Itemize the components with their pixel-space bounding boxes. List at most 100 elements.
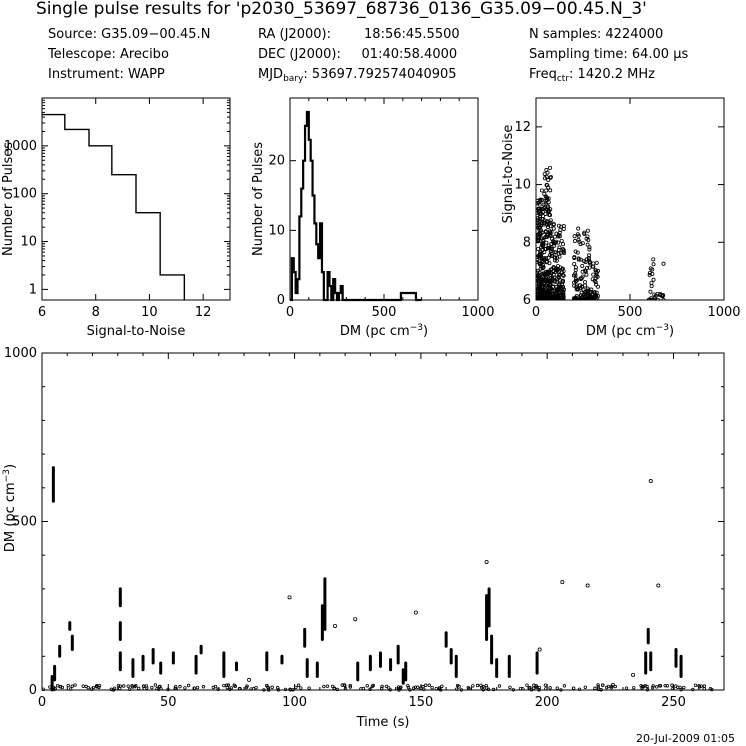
scatter-point: [661, 297, 666, 300]
scatter-point: [560, 278, 565, 283]
scatter-point: [546, 178, 551, 183]
scatter-point: [702, 687, 706, 691]
x-tick-label: 8: [92, 305, 100, 320]
x-tick-label: 250: [661, 695, 686, 710]
scatter-point: [572, 296, 577, 300]
scatter-point: [655, 685, 659, 689]
scatter-point: [548, 175, 553, 180]
scatter-point: [543, 683, 548, 687]
scatter-point: [585, 266, 590, 271]
y-tick-label: 1: [29, 282, 37, 297]
x-tick-label: 0: [532, 305, 540, 320]
scatter-point: [591, 261, 596, 266]
scatter-point: [471, 684, 475, 688]
dec-label: DEC (J2000): 01:40:58.4000: [258, 47, 458, 62]
y-axis-label: DM (pc cm−3): [2, 464, 18, 552]
scatter-point: [594, 282, 599, 287]
scatter-point: [86, 685, 91, 690]
scatter-point: [536, 289, 540, 294]
scatter-point: [536, 292, 541, 297]
scatter-point: [540, 230, 545, 235]
scatter-point: [651, 257, 656, 262]
scatter-point: [604, 685, 609, 690]
scatter-point: [541, 288, 546, 293]
scatter-point: [702, 684, 707, 688]
scatter-point: [387, 686, 391, 690]
scatter-point: [545, 183, 550, 188]
x-tick-label: 12: [195, 305, 212, 320]
scatter-point: [594, 270, 599, 275]
scatter-point: [642, 684, 646, 689]
scatter-point: [650, 271, 655, 276]
scatter-point: [544, 188, 549, 193]
scatter-point: [183, 686, 187, 690]
mjd-subscript: bary: [283, 74, 304, 84]
scatter-point: [521, 687, 525, 691]
snr-histogram-panel: 6 8 10 12 1 10 100 1000 Signal-to-Noise Number of…: [1, 97, 231, 339]
scatter-point: [348, 685, 353, 689]
scatter-point: [539, 188, 544, 193]
scatter-point: [656, 583, 661, 588]
source-label: Source: G35.09−00.45.N: [48, 27, 211, 42]
scatter-point: [573, 249, 578, 254]
x-tick-label: 200: [535, 695, 560, 710]
scatter-point: [671, 686, 675, 691]
scatter-point: [491, 687, 496, 692]
scatter-point: [342, 683, 347, 687]
scatter-point: [543, 283, 548, 288]
scatter-point: [660, 294, 665, 299]
scatter-points: [536, 165, 666, 300]
scatter-point: [693, 683, 698, 688]
mjd-value: : 53697.792574040905: [303, 67, 457, 82]
scatter-point: [546, 196, 551, 201]
scatter-point: [545, 245, 550, 250]
scatter-point: [559, 688, 563, 692]
scatter-point: [540, 248, 545, 253]
scatter-point: [548, 224, 553, 229]
scatter-point: [552, 258, 557, 263]
scatter-point: [380, 684, 384, 689]
scatter-point: [525, 683, 529, 687]
scatter-point: [544, 195, 549, 200]
scatter-point: [545, 221, 550, 226]
scatter-point: [585, 228, 590, 233]
scatter-point: [225, 685, 229, 690]
scatter-point: [593, 686, 597, 691]
scatter-point: [591, 297, 596, 300]
scatter-point: [332, 687, 336, 691]
scatter-point: [229, 686, 233, 690]
scatter-point: [118, 684, 122, 688]
scatter-point: [192, 686, 196, 690]
scatter-point: [81, 684, 85, 688]
scatter-point: [572, 239, 577, 244]
ra-label: RA (J2000): 18:56:45.5500: [258, 27, 460, 42]
scatter-point: [133, 684, 137, 689]
scatter-point: [434, 686, 439, 691]
scatter-point: [379, 686, 384, 691]
scatter-point: [480, 686, 484, 690]
sampling-label: Sampling time: 64.00 μs: [529, 47, 689, 62]
y-tick-label: 12: [514, 120, 531, 135]
scatter-point: [216, 687, 220, 692]
mjd-text: MJD: [258, 67, 284, 82]
scatter-point: [578, 296, 583, 300]
scatter-point: [536, 258, 540, 263]
scatter-point: [413, 610, 418, 615]
scatter-point: [406, 685, 411, 690]
scatter-point: [663, 683, 667, 688]
scatter-point: [536, 260, 540, 265]
scatter-point: [697, 685, 702, 689]
scatter-point: [249, 687, 253, 691]
scatter-point: [549, 229, 554, 234]
scatter-point: [66, 683, 70, 688]
scatter-point: [142, 684, 146, 689]
nsamples-label: N samples: 4224000: [529, 27, 664, 42]
scatter-point: [546, 283, 551, 288]
y-tick-label: 1000: [4, 139, 37, 154]
scatter-point: [343, 686, 348, 691]
scatter-point: [559, 238, 564, 243]
y-tick-label: 0: [29, 683, 37, 698]
scatter-point: [144, 684, 149, 688]
scatter-point: [536, 198, 540, 203]
scatter-point: [536, 271, 540, 276]
